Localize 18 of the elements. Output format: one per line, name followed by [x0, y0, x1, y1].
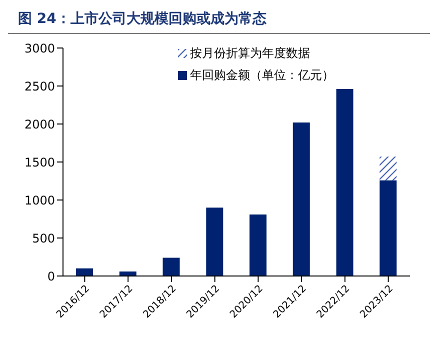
bar: [76, 268, 94, 276]
bar: [380, 156, 397, 180]
y-tick-label: 500: [32, 231, 55, 246]
bar: [380, 180, 397, 276]
legend-label: 按月份折算为年度数据: [190, 45, 310, 62]
y-tick-label: 3000: [24, 41, 55, 56]
y-tick-label: 2000: [24, 117, 55, 132]
bar: [250, 214, 267, 276]
legend-label: 年回购金额（单位：亿元）: [190, 67, 334, 84]
y-tick-label: 2500: [24, 79, 55, 94]
y-tick-label: 0: [47, 269, 55, 284]
bar: [336, 89, 354, 276]
bar: [292, 122, 310, 276]
y-tick-label: 1000: [24, 193, 55, 208]
y-tick-label: 1500: [24, 155, 55, 170]
chart-title: 图 24：上市公司大规模回购或成为常态: [8, 8, 430, 34]
bar: [162, 258, 180, 276]
bar: [206, 208, 224, 276]
